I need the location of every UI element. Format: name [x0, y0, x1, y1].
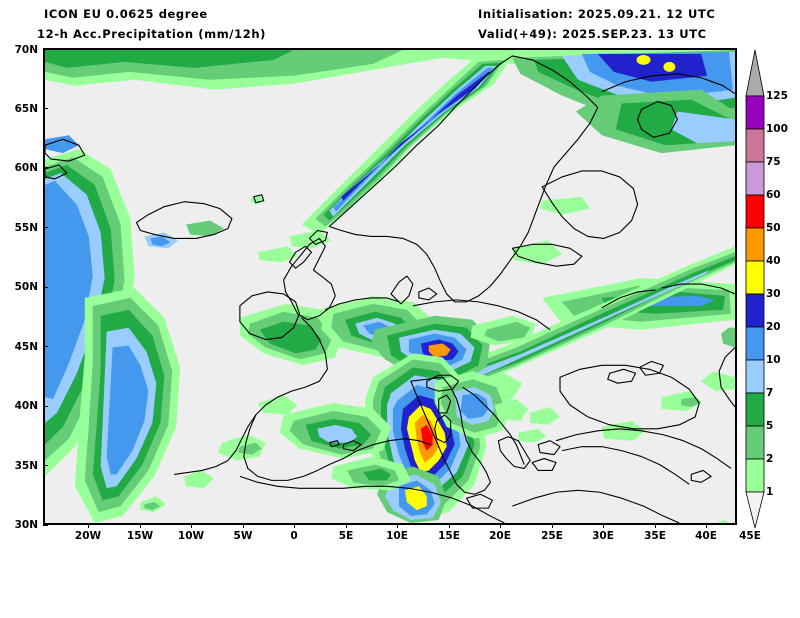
y-axis-label: 70N [14, 44, 38, 56]
x-axis-label: 30E [592, 530, 614, 542]
colorbar-tick-125: 125 [766, 90, 788, 102]
y-axis-label: 65N [14, 103, 38, 115]
y-axis-label: 45N [14, 341, 38, 353]
x-axis-label: 10E [386, 530, 408, 542]
y-axis-label: 60N [14, 162, 38, 174]
map-canvas [45, 50, 735, 523]
colorbar-tick-10: 10 [766, 354, 781, 366]
colorbar-tick-100: 100 [766, 123, 788, 135]
x-tick [500, 523, 501, 528]
y-tick [43, 525, 48, 526]
colorbar-tick-60: 60 [766, 189, 781, 201]
y-tick [43, 406, 48, 407]
y-tick [43, 227, 48, 228]
x-tick [552, 523, 553, 528]
x-tick [655, 523, 656, 528]
precipitation-field [45, 50, 735, 523]
x-tick [294, 523, 295, 528]
x-axis-label: 15W [126, 530, 154, 542]
coastlines [45, 55, 735, 523]
x-tick [140, 523, 141, 528]
colorbar-tick-20: 20 [766, 321, 781, 333]
x-axis-label: 20W [74, 530, 102, 542]
x-tick [346, 523, 347, 528]
x-axis-label: 35E [644, 530, 666, 542]
y-axis-label: 35N [14, 460, 38, 472]
x-axis-label: 20E [489, 530, 511, 542]
y-tick [43, 287, 48, 288]
y-tick [43, 465, 48, 466]
x-tick [397, 523, 398, 528]
y-axis-label: 50N [14, 281, 38, 293]
x-axis-label: 10W [177, 530, 205, 542]
colorbar-tick-75: 75 [766, 156, 781, 168]
x-tick [706, 523, 707, 528]
model-title: ICON EU 0.0625 degree [44, 7, 208, 21]
colorbar: 125 100 75 60 50 40 30 20 10 7 5 2 1 [744, 44, 800, 534]
y-tick [43, 346, 48, 347]
y-tick [43, 167, 48, 168]
colorbar-tick-2: 2 [766, 453, 774, 465]
x-tick [449, 523, 450, 528]
y-tick [43, 108, 48, 109]
colorbar-tick-50: 50 [766, 222, 781, 234]
y-axis-label: 30N [14, 519, 38, 531]
x-axis-label: 45E [739, 530, 761, 542]
colorbar-tick-5: 5 [766, 420, 774, 432]
map-frame [43, 48, 737, 525]
field-title: 12-h Acc.Precipitation (mm/12h) [37, 27, 266, 41]
colorbar-tick-1: 1 [766, 486, 774, 498]
colorbar-tick-7: 7 [766, 387, 774, 399]
y-tick [43, 49, 48, 50]
valid-time-label: Valid(+49): 2025.SEP.23. 13 UTC [478, 27, 707, 41]
y-axis-label: 55N [14, 222, 38, 234]
colorbar-swatches [745, 49, 765, 529]
x-tick [603, 523, 604, 528]
x-tick [88, 523, 89, 528]
x-tick [243, 523, 244, 528]
x-axis-label: 40E [695, 530, 717, 542]
x-axis-label: 0 [290, 530, 298, 542]
map-plot-area [43, 48, 737, 528]
y-axis-label: 40N [14, 400, 38, 412]
x-axis-label: 5W [233, 530, 253, 542]
initialisation-label: Initialisation: 2025.09.21. 12 UTC [478, 7, 716, 21]
x-tick [191, 523, 192, 528]
colorbar-tick-30: 30 [766, 288, 781, 300]
x-axis-label: 15E [438, 530, 460, 542]
x-axis-label: 25E [541, 530, 563, 542]
colorbar-tick-40: 40 [766, 255, 781, 267]
x-axis-label: 5E [338, 530, 354, 542]
